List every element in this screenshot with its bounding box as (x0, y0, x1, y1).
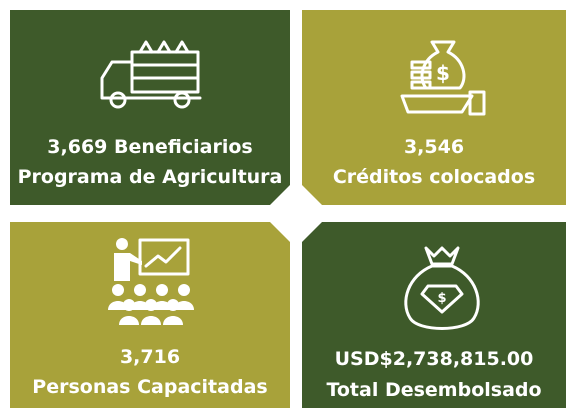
dollar-sign: $ (437, 291, 446, 306)
tile-text: 3,716 (120, 346, 180, 368)
tile-text: Total Desembolsado (326, 379, 541, 401)
tile-text: 3,546 (404, 136, 464, 158)
tile-text: Programa de Agricultura (18, 166, 283, 188)
money-hand-icon: $ (400, 40, 486, 116)
tile (302, 222, 566, 408)
training-icon (108, 238, 194, 325)
tile-text: USD$2,738,815.00 (335, 348, 534, 370)
tile-text: 3,669 Beneficiarios (47, 136, 252, 158)
tile-text: Personas Capacitadas (32, 376, 267, 398)
tile (302, 10, 566, 205)
diamond-bag-icon: $ (404, 246, 480, 330)
tile (10, 222, 290, 408)
tile-text: Créditos colocados (333, 166, 535, 188)
tile (10, 10, 290, 205)
truck-icon (100, 40, 202, 109)
dollar-sign: $ (436, 61, 450, 85)
